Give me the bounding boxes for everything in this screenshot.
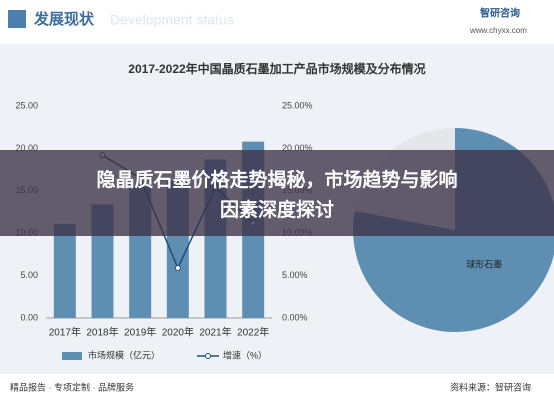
x-tick-label: 2022年 (237, 326, 269, 339)
brand: 智研咨询 (480, 7, 520, 20)
x-tick-label: 2020年 (162, 326, 194, 339)
line-point (174, 264, 181, 271)
x-tick-label: 2017年 (49, 326, 81, 339)
y-tick-label: 0.00 (20, 312, 38, 322)
header-icon (8, 10, 26, 28)
footer-left: 精品报告 · 专项定制 · 品牌服务 (10, 381, 134, 392)
footer-right: 资料来源：智研咨询 (450, 381, 531, 392)
y2-tick-label: 5.00% (282, 270, 308, 280)
legend-swatch (62, 352, 82, 360)
banner-line: 因素深度探讨 (220, 198, 334, 221)
y2-tick-label: 25.00% (282, 100, 313, 110)
y2-tick-label: 20.00% (282, 143, 313, 153)
banner (0, 150, 554, 236)
url: www.chyxx.com (469, 26, 527, 35)
y2-tick-label: 0.00% (282, 312, 308, 322)
banner-line: 隐晶质石墨价格走势揭秘，市场趋势与影响 (96, 168, 457, 191)
legend-swatch (205, 353, 211, 359)
y-tick-label: 5.00 (20, 270, 38, 280)
y-tick-label: 20.00 (15, 143, 38, 153)
legend-label: 市场规模（亿元） (88, 349, 160, 360)
header-title: 发展现状 (33, 10, 95, 28)
header-watermark: Development status (110, 12, 234, 28)
x-tick-label: 2018年 (86, 326, 118, 339)
bar (53, 223, 76, 318)
x-tick-label: 2021年 (199, 326, 231, 339)
pie-label: 球形石墨 (466, 259, 502, 270)
legend-label: 增速（%） (223, 349, 267, 360)
y-tick-label: 25.00 (15, 100, 38, 110)
chart-title: 2017-2022年中国晶质石墨加工产品市场规模及分布情况 (128, 61, 425, 76)
x-tick-label: 2019年 (124, 326, 156, 339)
